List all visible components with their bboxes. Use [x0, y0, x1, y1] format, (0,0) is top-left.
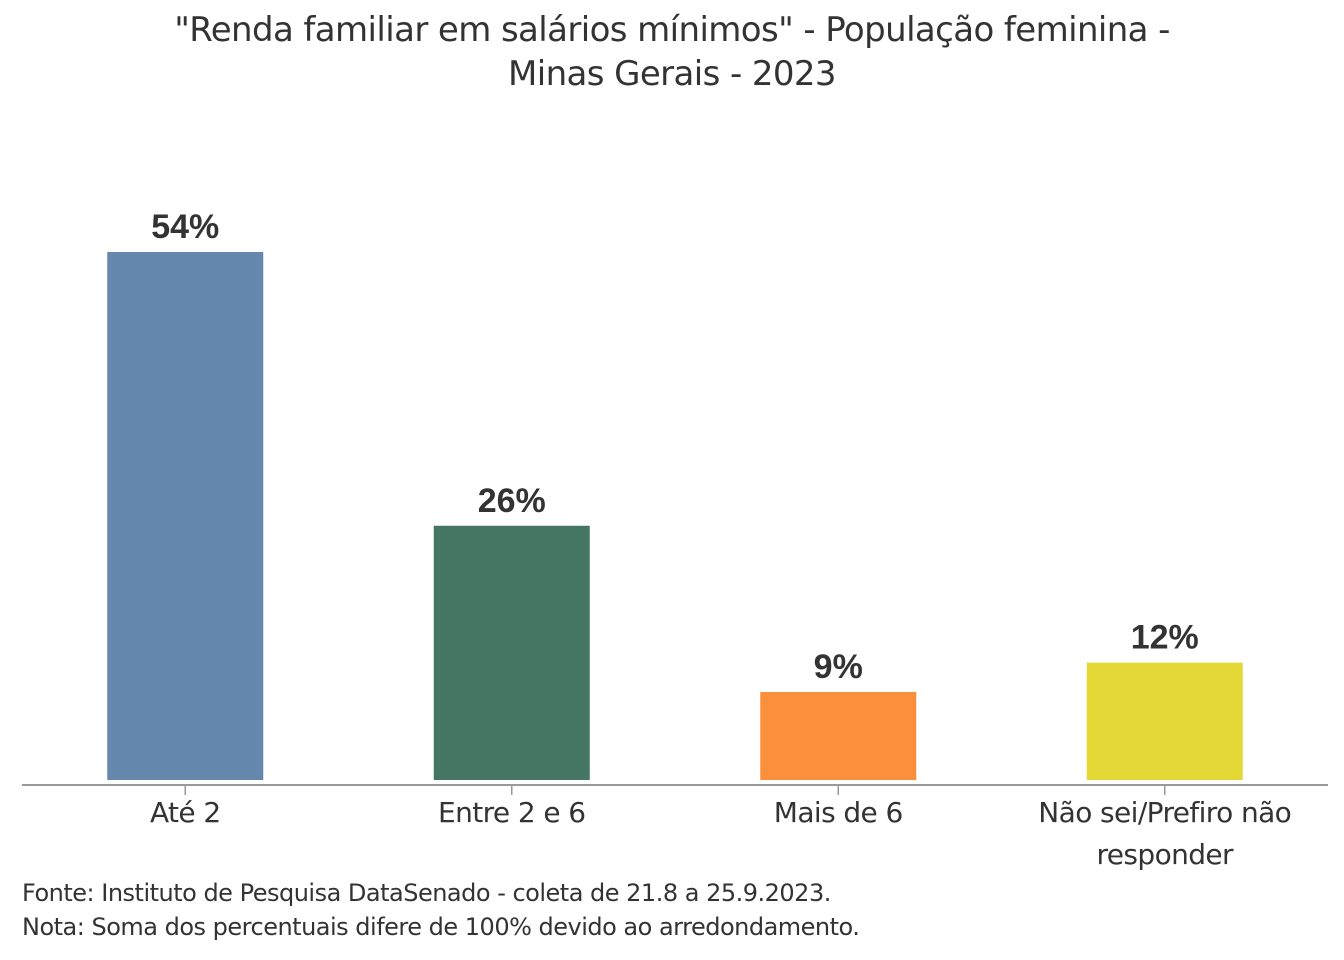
- chart-title: "Renda familiar em salários mínimos" - P…: [0, 8, 1344, 96]
- x-axis-ticks-group: [184, 785, 1166, 795]
- data-label-3: 9%: [814, 648, 863, 686]
- data-labels-group: 54% 26% 9% 12%: [151, 208, 1199, 686]
- x-tick-label-3: Mais de 6: [774, 796, 903, 829]
- chart-title-line-1: "Renda familiar em salários mínimos" - P…: [174, 10, 1170, 50]
- bar-3: [760, 692, 917, 780]
- x-tick-label-4: Não sei/Prefiro não responder: [1038, 796, 1291, 871]
- data-label-1: 54%: [151, 208, 219, 246]
- bar-1: [107, 252, 264, 780]
- bar-2: [433, 525, 590, 780]
- x-tick-label-1: Até 2: [150, 796, 221, 829]
- chart-title-line-2: Minas Gerais - 2023: [508, 54, 837, 94]
- source-note: Fonte: Instituto de Pesquisa DataSenado …: [22, 879, 831, 907]
- x-axis-tick-labels-group: Até 2 Entre 2 e 6 Mais de 6 Não sei/Prefiro…: [150, 796, 1292, 871]
- data-label-4: 12%: [1131, 619, 1199, 657]
- data-label-2: 26%: [478, 482, 546, 520]
- bars-group: [107, 252, 1243, 780]
- bar-4: [1086, 662, 1243, 780]
- chart-footer: Fonte: Instituto de Pesquisa DataSenado …: [22, 876, 860, 944]
- x-tick-label-2: Entre 2 e 6: [438, 796, 586, 829]
- rounding-note: Nota: Soma dos percentuais difere de 100…: [22, 913, 860, 941]
